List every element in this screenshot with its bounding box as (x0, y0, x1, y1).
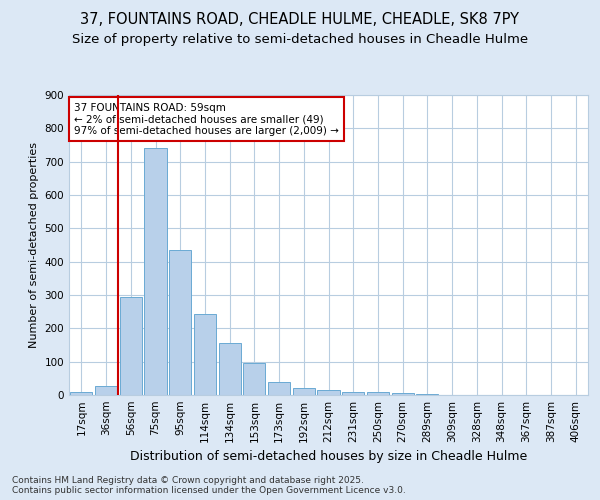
Bar (367, 392, 389, 395)
Bar (317, 390, 340, 395)
Bar (169, 250, 191, 395)
Bar (268, 382, 290, 395)
Bar (119, 296, 142, 395)
Y-axis label: Number of semi-detached properties: Number of semi-detached properties (29, 142, 39, 348)
Bar (392, 394, 414, 395)
Text: Size of property relative to semi-detached houses in Cheadle Hulme: Size of property relative to semi-detach… (72, 32, 528, 46)
Bar (342, 392, 364, 395)
Bar (243, 362, 265, 395)
X-axis label: Distribution of semi-detached houses by size in Cheadle Hulme: Distribution of semi-detached houses by … (130, 450, 527, 464)
Text: 37 FOUNTAINS ROAD: 59sqm
← 2% of semi-detached houses are smaller (49)
97% of se: 37 FOUNTAINS ROAD: 59sqm ← 2% of semi-de… (74, 102, 339, 136)
Bar (416, 394, 439, 395)
Bar (218, 344, 241, 395)
Bar (95, 386, 117, 395)
Text: 37, FOUNTAINS ROAD, CHEADLE HULME, CHEADLE, SK8 7PY: 37, FOUNTAINS ROAD, CHEADLE HULME, CHEAD… (80, 12, 520, 28)
Text: Contains HM Land Registry data © Crown copyright and database right 2025.
Contai: Contains HM Land Registry data © Crown c… (12, 476, 406, 495)
Bar (70, 392, 92, 395)
Bar (145, 148, 167, 395)
Bar (194, 314, 216, 395)
Bar (293, 388, 315, 395)
